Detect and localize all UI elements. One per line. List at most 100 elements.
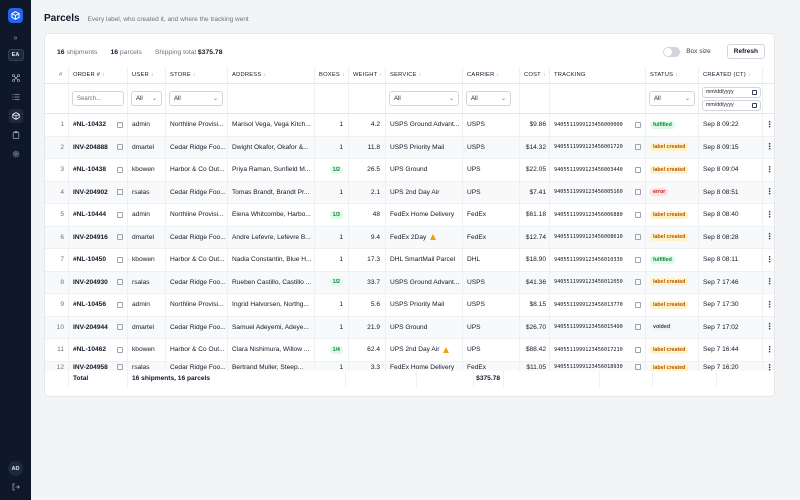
col-header-store[interactable]: STORE ↕ bbox=[166, 67, 228, 83]
table-row[interactable]: 5 #NL-10444 admin Northline Provisi... Elena… bbox=[45, 204, 774, 227]
table-row[interactable]: 8 INV-204930 rsalas Cedar Ridge Foo... Ruebe… bbox=[45, 271, 774, 294]
order-number[interactable]: #NL-10444 bbox=[73, 211, 106, 219]
tracking-cell[interactable]: 9405511999123456003440 bbox=[550, 159, 646, 181]
col-header-boxes[interactable]: BOXES ↕ bbox=[315, 67, 349, 83]
order-cell[interactable]: #NL-10456 bbox=[69, 294, 128, 316]
table-row[interactable]: 9 #NL-10456 admin Northline Provisi... Ingri… bbox=[45, 294, 774, 317]
more-vertical-icon[interactable]: ⋮ bbox=[765, 209, 774, 219]
order-number[interactable]: INV-204958 bbox=[73, 363, 108, 371]
col-header-carrier[interactable]: CARRIER ↕ bbox=[463, 67, 520, 83]
col-header-order[interactable]: ORDER # ↕ bbox=[69, 67, 128, 83]
col-header-created[interactable]: CREATED (CT) ↕ bbox=[699, 67, 763, 83]
service-filter-select[interactable]: All ⌄ bbox=[389, 91, 459, 106]
order-cell[interactable]: INV-204944 bbox=[69, 316, 128, 338]
copy-icon[interactable] bbox=[635, 301, 641, 308]
workspace-badge[interactable]: EA bbox=[7, 49, 24, 61]
copy-icon[interactable] bbox=[117, 363, 123, 370]
copy-icon[interactable] bbox=[117, 256, 123, 263]
copy-icon[interactable] bbox=[117, 166, 123, 173]
store-filter-select[interactable]: All ⌄ bbox=[169, 91, 223, 106]
list-icon[interactable] bbox=[9, 90, 23, 104]
tracking-cell[interactable]: 9405511999123456005160 bbox=[550, 181, 646, 203]
copy-icon[interactable] bbox=[635, 279, 641, 286]
copy-icon[interactable] bbox=[117, 346, 123, 353]
table-row[interactable]: 4 INV-204902 rsalas Cedar Ridge Foo... Tomas… bbox=[45, 181, 774, 204]
table-row[interactable]: 7 #NL-10450 kbowen Harbor & Co Out... Nadia … bbox=[45, 249, 774, 272]
order-cell[interactable]: INV-204916 bbox=[69, 226, 128, 248]
order-number[interactable]: INV-204916 bbox=[73, 233, 108, 241]
table-row[interactable]: 10 INV-204944 dmartel Cedar Ridge Foo... Sam… bbox=[45, 316, 774, 339]
tracking-number[interactable]: 9405511999123456001720 bbox=[554, 144, 623, 151]
order-number[interactable]: INV-204902 bbox=[73, 188, 108, 196]
copy-icon[interactable] bbox=[117, 234, 123, 241]
copy-icon[interactable] bbox=[117, 324, 123, 331]
table-row[interactable]: 3 #NL-10438 kbowen Harbor & Co Out... Priya … bbox=[45, 159, 774, 182]
col-header-cost[interactable]: COST ↕ bbox=[520, 67, 550, 83]
order-cell[interactable]: INV-204930 bbox=[69, 271, 128, 293]
table-row[interactable]: 11 #NL-10462 kbowen Harbor & Co Out... Clara… bbox=[45, 339, 774, 362]
tracking-number[interactable]: 9405511999123456010330 bbox=[554, 256, 623, 263]
tracking-cell[interactable]: 9405511999123456013770 bbox=[550, 294, 646, 316]
tracking-cell[interactable]: 9405511999123456015490 bbox=[550, 316, 646, 338]
col-header-status[interactable]: STATUS ↕ bbox=[646, 67, 699, 83]
order-number[interactable]: INV-204944 bbox=[73, 323, 108, 331]
table-row[interactable]: 2 INV-204888 dmartel Cedar Ridge Foo... Dwig… bbox=[45, 136, 774, 159]
user-avatar[interactable]: AD bbox=[8, 461, 23, 476]
more-vertical-icon[interactable]: ⋮ bbox=[765, 299, 774, 309]
tracking-cell[interactable]: 9405511999123456017210 bbox=[550, 339, 646, 361]
order-number[interactable]: INV-204888 bbox=[73, 143, 108, 151]
col-header-weight[interactable]: WEIGHT ↕ bbox=[349, 67, 386, 83]
more-vertical-icon[interactable]: ⋮ bbox=[765, 187, 774, 197]
order-number[interactable]: #NL-10456 bbox=[73, 301, 106, 309]
tracking-number[interactable]: 9405511999123456015490 bbox=[554, 324, 623, 331]
order-number[interactable]: #NL-10432 bbox=[73, 121, 106, 129]
search-input[interactable]: Search... bbox=[72, 91, 124, 106]
more-vertical-icon[interactable]: ⋮ bbox=[765, 254, 774, 264]
parcels-nav-icon[interactable] bbox=[8, 109, 23, 123]
tracking-cell[interactable]: 9405511999123456018930 bbox=[550, 361, 646, 371]
col-header-user[interactable]: USER ↕ bbox=[128, 67, 166, 83]
tracking-number[interactable]: 9405511999123456018930 bbox=[554, 363, 623, 370]
tracking-number[interactable]: 9405511999123456005160 bbox=[554, 189, 623, 196]
copy-icon[interactable] bbox=[635, 346, 641, 353]
col-header-address[interactable]: ADDRESS ↕ bbox=[228, 67, 315, 83]
copy-icon[interactable] bbox=[635, 256, 641, 263]
order-cell[interactable]: #NL-10450 bbox=[69, 249, 128, 271]
table-row[interactable]: 6 INV-204916 dmartel Cedar Ridge Foo... Andr… bbox=[45, 226, 774, 249]
box-size-toggle[interactable] bbox=[663, 46, 681, 57]
more-vertical-icon[interactable]: ⋮ bbox=[765, 344, 774, 354]
tracking-number[interactable]: 9405511999123456012050 bbox=[554, 279, 623, 286]
order-cell[interactable]: INV-204888 bbox=[69, 136, 128, 158]
copy-icon[interactable] bbox=[635, 234, 641, 241]
copy-icon[interactable] bbox=[635, 189, 641, 196]
table-row[interactable]: 1 #NL-10432 admin Northline Provisi... Maris… bbox=[45, 114, 774, 137]
more-vertical-icon[interactable]: ⋮ bbox=[765, 362, 774, 371]
tracking-number[interactable]: 9405511999123456013770 bbox=[554, 301, 623, 308]
tracking-cell[interactable]: 9405511999123456008610 bbox=[550, 226, 646, 248]
tracking-number[interactable]: 9405511999123456017210 bbox=[554, 346, 623, 353]
table-row[interactable]: 12 INV-204958 rsalas Cedar Ridge Foo... Bert… bbox=[45, 361, 774, 371]
date-to-input[interactable]: mm/dd/yyyy bbox=[702, 99, 761, 111]
more-vertical-icon[interactable]: ⋮ bbox=[765, 119, 774, 129]
clipboard-icon[interactable] bbox=[9, 128, 23, 142]
more-vertical-icon[interactable]: ⋮ bbox=[765, 164, 774, 174]
copy-icon[interactable] bbox=[117, 144, 123, 151]
app-logo-icon[interactable] bbox=[8, 8, 23, 23]
order-number[interactable]: #NL-10450 bbox=[73, 256, 106, 264]
gear-icon[interactable] bbox=[9, 147, 23, 161]
copy-icon[interactable] bbox=[635, 121, 641, 128]
order-number[interactable]: #NL-10462 bbox=[73, 346, 106, 354]
copy-icon[interactable] bbox=[635, 166, 641, 173]
tracking-number[interactable]: 9405511999123456003440 bbox=[554, 166, 623, 173]
tracking-cell[interactable]: 9405511999123456010330 bbox=[550, 249, 646, 271]
date-from-input[interactable]: mm/dd/yyyy bbox=[702, 86, 761, 98]
order-number[interactable]: #NL-10438 bbox=[73, 166, 106, 174]
copy-icon[interactable] bbox=[635, 211, 641, 218]
col-header-service[interactable]: SERVICE ↕ bbox=[386, 67, 463, 83]
carrier-filter-select[interactable]: All ⌄ bbox=[466, 91, 511, 106]
tracking-cell[interactable]: 9405511999123456006880 bbox=[550, 204, 646, 226]
copy-icon[interactable] bbox=[635, 324, 641, 331]
tracking-number[interactable]: 9405511999123456000000 bbox=[554, 121, 623, 128]
copy-icon[interactable] bbox=[117, 301, 123, 308]
tracking-number[interactable]: 9405511999123456008610 bbox=[554, 234, 623, 241]
